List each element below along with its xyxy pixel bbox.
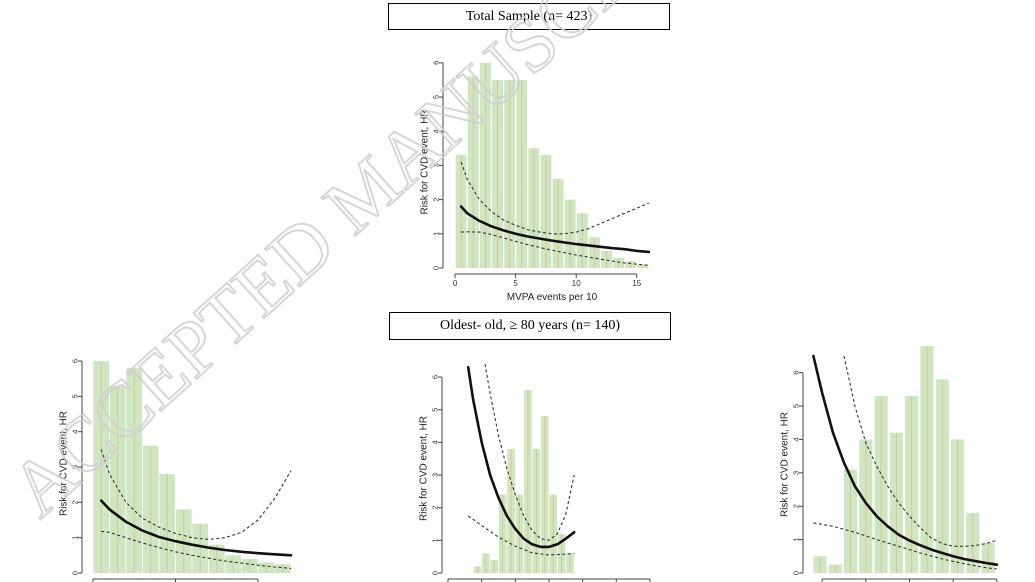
y-tick-label: 5 (432, 95, 441, 99)
y-tick-label: 5 (71, 394, 80, 398)
hr-curve-line (459, 205, 651, 254)
y-tick-label: 2 (71, 500, 80, 504)
total-sample-header: Total Sample (n= 423) (388, 3, 670, 30)
hr-curve-line (99, 499, 293, 557)
chart-total: 0 1 2 3 4 5 6 Risk for CVD event, HR 0 5 10 15 MVPA … (420, 61, 651, 303)
y-tick-label: 4 (71, 430, 80, 434)
y-tick-label: 3 (792, 471, 801, 475)
y-tick-label: 0 (431, 571, 440, 575)
y-tick-label: 6 (431, 375, 440, 379)
y-tick-label: 0 (71, 571, 80, 575)
y-axis-label: Risk for CVD event, HR (419, 416, 430, 521)
y-tick-label: 3 (432, 163, 441, 167)
ci-upper-line (843, 355, 998, 547)
y-tick-label: 4 (432, 129, 441, 133)
x-tick-label: 15 (632, 279, 641, 288)
hr-curve-line (466, 365, 576, 549)
y-tick-label: 2 (432, 198, 441, 202)
y-tick-label: 1 (71, 536, 80, 540)
y-tick-label: 1 (431, 538, 440, 542)
ci-lower-line (813, 522, 997, 570)
y-tick-label: 6 (432, 61, 441, 65)
ci-lower-line (101, 530, 292, 569)
y-axis-label: Risk for CVD event, HR (59, 411, 70, 516)
y-tick-label: 0 (432, 266, 441, 270)
ci-lower-line (467, 515, 575, 556)
y-tick-label: 5 (431, 408, 440, 412)
y-tick-label: 1 (792, 538, 801, 542)
hr-curve-line (812, 354, 999, 567)
y-tick-label: 3 (71, 465, 80, 469)
y-tick-label: 6 (792, 371, 801, 375)
y-axis-label: Risk for CVD event, HR (420, 109, 431, 214)
ci-upper-line (100, 449, 292, 540)
chart-oldest-middle: 0 1 2 3 4 5 6 Risk for CVD event, HR (419, 363, 651, 582)
x-tick-label: 10 (572, 279, 581, 288)
y-tick-label: 6 (71, 359, 80, 363)
ci-upper-line (484, 363, 575, 541)
chart-oldest-left: 0 1 2 3 4 5 6 Risk for CVD event, HR (59, 359, 293, 582)
y-tick-label: 0 (792, 571, 801, 575)
y-tick-label: 4 (431, 440, 440, 444)
x-tick-label: 0 (453, 279, 458, 288)
x-tick-label: 5 (513, 279, 518, 288)
y-tick-label: 1 (432, 232, 441, 236)
y-tick-label: 2 (431, 506, 440, 510)
y-tick-label: 5 (792, 404, 801, 408)
y-axis-label: Risk for CVD event, HR (780, 412, 791, 517)
oldest-old-header: Oldest- old, ≥ 80 years (n= 140) (389, 312, 671, 340)
chart-oldest-right: 0 1 2 3 4 5 6 Risk for CVD event, HR (780, 345, 999, 582)
y-tick-label: 4 (792, 437, 801, 441)
y-tick-label: 2 (792, 504, 801, 508)
y-tick-label: 3 (431, 473, 440, 477)
x-axis-label: MVPA events per 10 (507, 292, 598, 303)
